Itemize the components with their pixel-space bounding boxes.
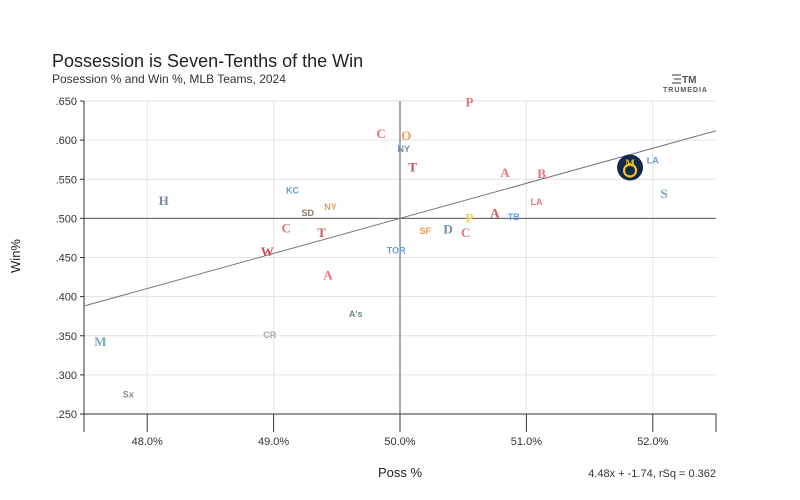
trendline-layer (83, 130, 717, 307)
x-axis-title: Poss % (378, 465, 423, 480)
yankees-logo-icon: NY (398, 144, 411, 154)
y-tick-label: .600 (56, 135, 77, 147)
chart-subtitle: Posession % and Win %, MLB Teams, 2024 (52, 72, 286, 86)
cubs-logo-icon: C (461, 225, 470, 240)
brewers-logo-icon (617, 154, 644, 181)
orioles-logo-icon: O (401, 128, 411, 143)
x-tick-label: 52.0% (637, 436, 668, 448)
rockies-logo-icon: CR (263, 330, 276, 340)
giants-logo-icon: SF (420, 226, 432, 236)
twins-logo-icon: T (408, 160, 417, 175)
trendline (83, 130, 717, 307)
brand-name: TRUMEDIA (663, 87, 708, 94)
nationals-logo-icon: W (261, 244, 274, 259)
diamondbacks-logo-icon: A (490, 206, 500, 221)
x-tick-label: 48.0% (132, 436, 163, 448)
y-tick-label: .550 (56, 174, 77, 186)
padres-logo-icon: SD (301, 208, 314, 218)
y-tick-label: .350 (56, 331, 77, 343)
y-axis-title: Win% (8, 239, 23, 273)
angels-logo-icon: LA (531, 197, 543, 207)
brewers-logo-glyph: M (625, 159, 635, 170)
blue-jays-logo-icon: TOR (387, 246, 406, 256)
rangers-logo-icon: T (317, 225, 326, 240)
x-tick-label: 49.0% (258, 436, 289, 448)
y-tick-label: .500 (56, 213, 77, 225)
athletics-logo-icon: A's (349, 309, 363, 319)
y-tick-label: .450 (56, 253, 77, 265)
cardinals-logo-icon: A (323, 267, 333, 282)
royals-logo-icon: KC (286, 185, 299, 195)
trendline-equation: 4.48x + -1.74, rSq = 0.362 (588, 468, 716, 480)
y-tick-label: .400 (56, 292, 77, 304)
phillies-logo-icon: P (466, 95, 474, 110)
chart-title: Possession is Seven-Tenths of the Win (52, 51, 364, 71)
tigers-logo-icon: D (443, 221, 452, 236)
trumedia-logo-icon: TM (672, 74, 696, 85)
red-sox-logo-icon: B (537, 166, 546, 181)
white-sox-logo-icon: Sx (123, 390, 134, 400)
brewers-glove-mark (622, 163, 638, 178)
braves-logo-icon: A (500, 165, 510, 180)
marlins-logo-icon: M (94, 334, 106, 349)
dodgers-logo-icon: LA (647, 156, 659, 166)
brand-logo-glyph: TM (682, 75, 696, 85)
rays-logo-icon: TB (508, 212, 520, 222)
axes: .250 .300 .350 .400 .450 .500 .550 .600 .650 48.0… (56, 96, 717, 448)
mets-logo-icon: NY (324, 202, 337, 212)
mariners-logo-icon: S (661, 186, 668, 201)
x-tick-label: 50.0% (384, 436, 415, 448)
x-tick-label: 51.0% (511, 436, 542, 448)
astros-logo-icon: H (159, 193, 169, 208)
y-tick-label: .650 (56, 96, 77, 108)
reds-logo-icon: C (282, 221, 291, 236)
y-tick-label: .250 (56, 409, 77, 421)
guardians-logo-icon: C (376, 126, 385, 141)
pirates-logo-icon: P (466, 210, 474, 225)
y-tick-label: .300 (56, 370, 77, 382)
